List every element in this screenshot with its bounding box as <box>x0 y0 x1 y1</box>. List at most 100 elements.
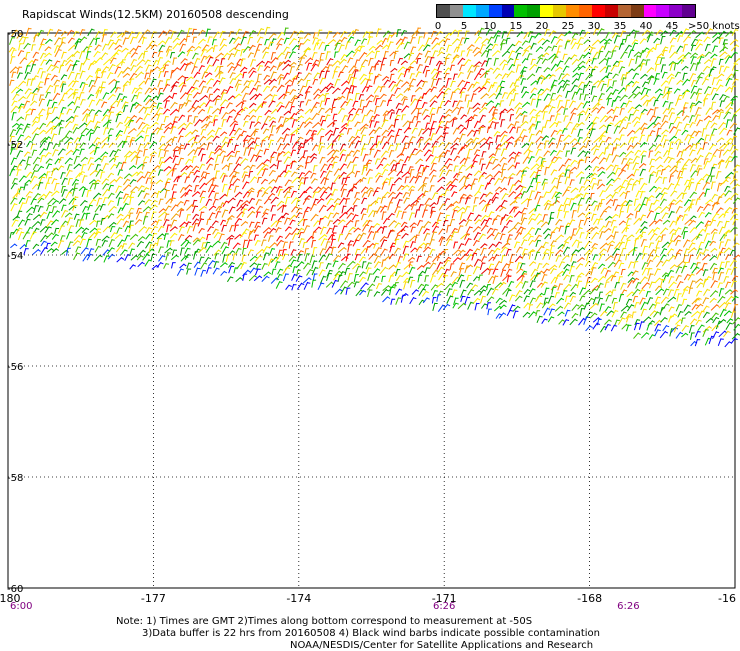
wind-barb <box>138 53 142 60</box>
wind-barb-flag <box>44 60 47 61</box>
wind-barb-flag <box>134 66 137 67</box>
wind-barb-flag <box>547 53 550 55</box>
wind-barb-flag <box>546 192 549 193</box>
wind-barb <box>520 186 523 192</box>
wind-barb-flag <box>714 67 717 68</box>
wind-barb <box>647 135 649 142</box>
wind-barb <box>474 51 480 56</box>
wind-barb-flag <box>54 179 57 180</box>
wind-barb <box>410 73 412 79</box>
wind-barb-flag <box>688 37 691 38</box>
wind-barb <box>538 38 543 43</box>
wind-barb-flag <box>55 76 58 77</box>
wind-barb <box>552 178 556 184</box>
wind-barb-flag <box>534 44 537 45</box>
wind-barb <box>500 81 503 86</box>
wind-barb <box>468 149 470 157</box>
wind-barb-flag <box>660 157 663 159</box>
wind-barb-flag <box>331 135 334 136</box>
wind-barb-flag <box>401 94 404 96</box>
wind-barb <box>612 33 616 39</box>
wind-barb-flag <box>314 107 317 108</box>
wind-barb-flag <box>575 139 578 141</box>
wind-barb-flag <box>120 192 123 193</box>
wind-barb-flag <box>310 130 313 131</box>
wind-barb <box>703 174 707 179</box>
wind-barb-flag <box>504 135 507 136</box>
wind-barb <box>199 177 204 183</box>
wind-barb <box>360 100 361 108</box>
wind-barb-flag <box>726 67 729 68</box>
wind-barb-flag <box>317 114 320 115</box>
wind-barb <box>88 94 92 99</box>
wind-barb <box>68 72 72 80</box>
wind-barb <box>68 93 74 99</box>
wind-barb <box>172 184 174 190</box>
wind-barb <box>618 61 620 67</box>
wind-barb <box>221 142 226 149</box>
wind-barb-flag <box>322 43 325 44</box>
wind-barb <box>725 186 728 192</box>
wind-barb <box>41 155 43 162</box>
wind-barb-flag <box>127 74 130 76</box>
wind-barb-flag <box>615 66 618 67</box>
wind-barb <box>264 79 270 84</box>
wind-barb <box>138 122 143 129</box>
wind-barb <box>109 158 113 162</box>
wind-barb <box>697 54 703 59</box>
wind-barb <box>389 177 391 185</box>
wind-barb-flag <box>135 88 138 89</box>
wind-barb <box>179 38 185 45</box>
wind-barb-flag <box>376 191 379 192</box>
wind-barb <box>353 164 355 171</box>
wind-barb-flag <box>678 89 681 90</box>
wind-barb-flag <box>21 135 24 136</box>
wind-barb-flag <box>511 109 513 111</box>
wind-barb <box>173 38 178 43</box>
wind-barb <box>383 164 388 169</box>
wind-barb-flag <box>70 60 73 61</box>
wind-barb <box>192 166 197 171</box>
wind-barb-flag <box>301 109 304 111</box>
wind-barb <box>137 164 142 169</box>
wind-barb-flag <box>717 150 720 151</box>
wind-barb <box>500 100 501 106</box>
wind-barb-flag <box>142 186 145 187</box>
wind-barb-flag <box>658 117 661 118</box>
wind-barb <box>453 74 455 80</box>
wind-barb-flag <box>300 64 303 65</box>
wind-barb <box>661 169 662 175</box>
wind-barb-flag <box>707 175 710 176</box>
wind-barb-flag <box>652 131 655 132</box>
wind-barb-flag <box>370 170 373 171</box>
wind-barb <box>545 167 547 175</box>
wind-barb-flag <box>246 87 249 88</box>
wind-barb <box>656 30 660 35</box>
wind-barb-flag <box>181 145 184 146</box>
wind-barb <box>86 115 87 122</box>
wind-barb-flag <box>573 39 576 40</box>
wind-barb-flag <box>113 95 116 97</box>
wind-barb-flag <box>28 164 31 165</box>
wind-barb-flag <box>407 186 409 188</box>
wind-barb-flag <box>447 151 450 152</box>
wind-barb <box>619 66 622 73</box>
wind-barb-flag <box>223 151 226 152</box>
wind-barb <box>277 160 279 169</box>
wind-barb <box>25 114 27 120</box>
wind-barb <box>705 135 707 142</box>
wind-barb-flag <box>343 96 346 98</box>
wind-barb-flag <box>728 150 731 151</box>
wind-barb-flag <box>609 33 612 34</box>
wind-barb <box>178 136 181 143</box>
wind-barb <box>368 190 371 197</box>
wind-barb-flag <box>358 122 361 123</box>
wind-barb <box>80 71 83 79</box>
wind-barb-flag <box>128 68 131 69</box>
wind-barb-flag <box>609 39 612 41</box>
wind-barb-flag <box>365 193 368 194</box>
wind-barb <box>592 40 598 46</box>
wind-barb <box>423 177 426 183</box>
wind-barb-flag <box>616 156 619 157</box>
wind-barb <box>424 115 428 120</box>
